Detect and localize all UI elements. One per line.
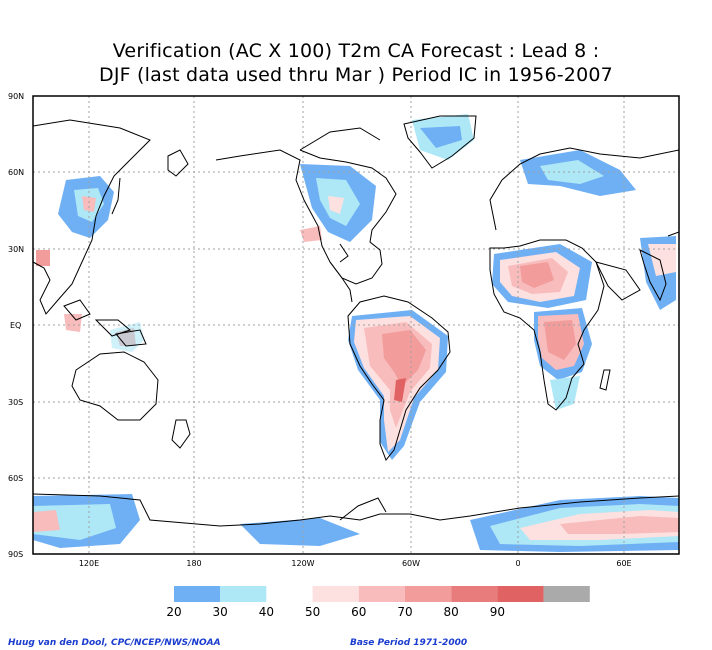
legend-swatch: [358, 586, 405, 602]
lat-label: EQ: [10, 321, 21, 330]
credit-base-period: Base Period 1971-2000: [350, 638, 468, 648]
coastlines: [33, 115, 679, 527]
lon-label: 180: [186, 559, 201, 568]
chart-title-line-1: Verification (AC X 100) T2m CA Forecast …: [112, 40, 600, 62]
legend-label: 50: [305, 605, 320, 619]
credit-author: Huug van den Dool, CPC/NCEP/NWS/NOAA: [8, 638, 221, 648]
legend-label: 90: [490, 605, 505, 619]
lon-label: 60W: [402, 559, 420, 568]
legend-label: 70: [397, 605, 412, 619]
gridlines: [33, 96, 679, 554]
legend-swatch: [451, 586, 498, 602]
longitude-labels: 120E 180 120W 60W 0 60E: [79, 559, 632, 568]
legend-swatch: [543, 586, 590, 602]
map-frame: [32, 95, 680, 555]
lat-label: 30N: [8, 245, 24, 254]
legend-swatch: [312, 586, 359, 602]
legend-label: 30: [213, 605, 228, 619]
lon-label: 120E: [79, 559, 99, 568]
legend-swatch: [266, 586, 313, 602]
lat-label: 60S: [8, 474, 23, 483]
lat-label: 90N: [8, 92, 24, 101]
legend-label: 20: [166, 605, 181, 619]
lat-label: 30S: [8, 398, 23, 407]
color-legend: 20 30 40 50 60 70 80 90: [166, 586, 590, 619]
legend-label: 60: [351, 605, 366, 619]
legend-swatch: [220, 586, 267, 602]
lon-label: 0: [515, 559, 520, 568]
legend-swatch: [405, 586, 452, 602]
lat-label: 90S: [8, 550, 23, 559]
chart-title-line-2: DJF (last data used thru Mar ) Period IC…: [99, 64, 613, 86]
legend-label: 40: [259, 605, 274, 619]
legend-label: 80: [444, 605, 459, 619]
lon-label: 60E: [616, 559, 631, 568]
lat-label: 60N: [8, 168, 24, 177]
legend-swatch: [174, 586, 221, 602]
legend-swatch: [497, 586, 544, 602]
shaded-correlation-regions: [33, 114, 679, 552]
lon-label: 120W: [291, 559, 314, 568]
latitude-labels: 90N 60N 30N EQ 30S 60S 90S: [8, 92, 24, 559]
